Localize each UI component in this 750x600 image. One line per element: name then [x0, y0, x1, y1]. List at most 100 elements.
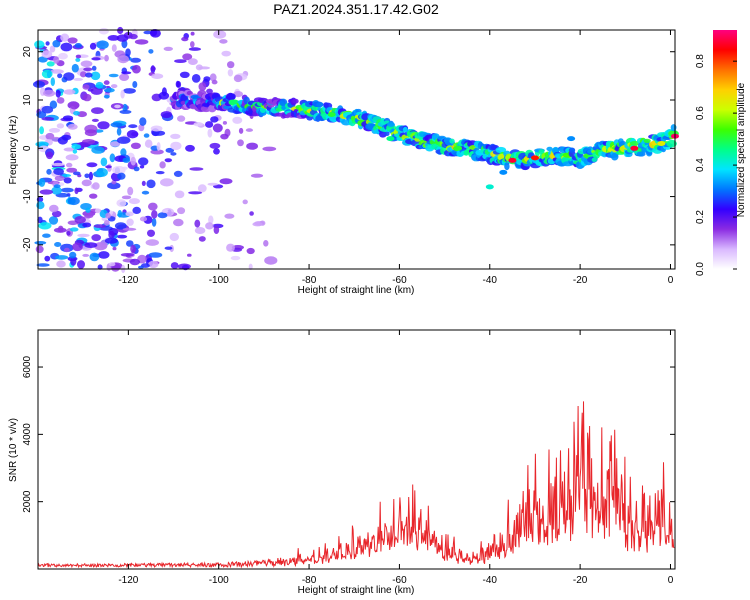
spectrogram-noise-blob	[91, 146, 105, 154]
spectrogram-noise-blob	[88, 171, 93, 181]
spectrogram-noise-blob	[103, 94, 110, 99]
spectrogram-noise-blob	[264, 256, 278, 265]
spectrogram-noise-blob	[173, 218, 184, 227]
spectrogram-x-tick-label: -40	[483, 275, 498, 286]
spectrogram-noise-blob	[252, 222, 263, 227]
spectrogram-noise-blob	[110, 141, 121, 147]
spectrogram-noise-blob	[80, 71, 87, 78]
spectrogram-noise-blob	[105, 212, 111, 219]
spectrogram-noise-blob	[119, 73, 130, 82]
spectrogram-noise-blob	[145, 239, 159, 246]
spectrogram-ridge-blob	[568, 147, 576, 153]
spectrogram-noise-blob	[75, 57, 81, 62]
spectrogram-noise-blob	[80, 60, 93, 68]
spectrogram-x-tick-label: -80	[302, 275, 317, 286]
spectrogram-noise-blob	[89, 42, 97, 50]
spectrogram-noise-blob	[138, 124, 145, 132]
spectrogram-noise-blob	[72, 149, 78, 154]
spectrogram-noise-blob	[46, 70, 52, 79]
spectrogram-noise-blob	[126, 130, 139, 139]
colorbar-ticks: 0.0 0.2 0.4 0.6 0.8	[695, 54, 737, 276]
spectrogram-peak-blob	[657, 141, 666, 146]
spectrogram-ridge-blob	[610, 152, 619, 161]
spectrogram-noise-blob	[161, 209, 169, 213]
colorbar-gradient	[713, 30, 737, 269]
spectrogram-noise-blob	[66, 167, 78, 173]
spectrogram-noise-blob	[55, 255, 69, 260]
spectrogram-noise-blob	[91, 57, 101, 61]
spectrogram-noise-blob	[105, 165, 112, 169]
spectrogram-noise-blob	[51, 162, 65, 167]
spectrogram-noise-blob	[109, 153, 116, 163]
spectrogram-noise-blob	[89, 252, 100, 262]
spectrogram-noise-blob	[121, 71, 132, 75]
spectrogram-noise-blob	[238, 127, 244, 134]
spectrogram-ridge-blob	[316, 102, 324, 108]
spectrogram-noise-blob	[148, 202, 158, 211]
spectrogram-noise-blob	[150, 149, 164, 155]
spectrogram-noise-blob	[246, 247, 255, 255]
snr-y-tick-label: 2000	[22, 490, 33, 513]
spectrogram-noise-blob	[42, 233, 51, 238]
spectrogram-noise-blob	[35, 245, 44, 254]
spectrogram-noise-blob	[91, 107, 104, 114]
spectrogram-noise-blob	[37, 216, 43, 224]
spectrogram-noise-blob	[143, 30, 152, 35]
spectrogram-noise-blob	[75, 54, 82, 59]
spectrogram-noise-blob	[156, 142, 161, 151]
spectrogram-peak-blob	[386, 136, 395, 142]
spectrogram-noise-blob	[188, 58, 198, 65]
spectrogram-noise-blob	[85, 207, 91, 213]
spectrogram-noise-blob	[126, 240, 134, 247]
spectrogram-noise-blob	[134, 39, 149, 45]
spectrogram-noise-blob	[132, 64, 141, 74]
snr-y-axis-label: SNR (10 * v/v)	[8, 418, 19, 482]
spectrogram-noise-blob	[104, 237, 118, 244]
spectrogram-noise-blob	[39, 126, 44, 135]
spectrogram-noise-blob	[51, 210, 62, 218]
spectrogram-noise-blob	[62, 115, 74, 121]
spectrogram-ridge-blob	[636, 151, 646, 157]
spectrogram-noise-blob	[92, 182, 100, 190]
spectrogram-noise-blob	[224, 213, 235, 219]
spectrogram-noise-blob	[69, 227, 79, 232]
spectrogram-noise-blob	[83, 67, 93, 72]
spectrogram-noise-blob	[120, 89, 125, 99]
spectrogram-noise-blob	[44, 255, 51, 262]
spectrogram-noise-blob	[74, 216, 86, 224]
spectrogram-noise-blob	[51, 186, 62, 195]
spectrogram-noise-blob	[117, 55, 129, 64]
spectrogram-noise-blob	[33, 80, 45, 88]
spectrogram-x-tick-label: -120	[118, 275, 138, 286]
spectrogram-noise-blob	[111, 84, 118, 89]
spectrogram-noise-blob	[61, 174, 72, 177]
spectrogram-noise-blob	[110, 122, 123, 128]
snr-x-tick-label: -40	[483, 575, 498, 586]
spectrogram-noise-blob	[209, 73, 217, 82]
spectrogram-noise-blob	[185, 144, 195, 152]
spectrogram-noise-blob	[170, 141, 182, 151]
spectrogram-noise-blob	[198, 66, 211, 70]
spectrogram-noise-blob	[165, 147, 175, 153]
snr-ticks: -120 -100 -80 -60 -40 -20 0 2000 4000 6000	[22, 330, 675, 586]
spectrogram-noise-blob	[130, 156, 136, 166]
spectrogram-x-tick-label: -60	[392, 275, 407, 286]
spectrogram-noise-blob	[45, 41, 50, 46]
spectrogram-noise-blob	[73, 171, 81, 176]
spectrogram-ridge-blob	[546, 146, 553, 152]
spectrogram-noise-blob	[63, 147, 76, 152]
spectrogram-noise-blob	[169, 232, 179, 242]
spectrogram-noise-blob	[177, 115, 186, 122]
spectrogram-noise-blob	[203, 76, 211, 82]
spectrogram-ridge-blob	[379, 130, 387, 138]
spectrogram-noise-blob	[53, 56, 60, 64]
spectrogram-noise-blob	[53, 168, 64, 175]
spectrogram-noise-blob	[206, 88, 213, 94]
spectrogram-peak-blob	[454, 145, 463, 151]
spectrogram-noise-blob	[220, 133, 229, 140]
spectrogram-noise-blob	[89, 193, 98, 199]
spectrogram-noise-blob	[139, 216, 148, 222]
spectrogram-ridge-blob	[229, 93, 236, 100]
spectrogram-noise-blob	[179, 71, 190, 79]
